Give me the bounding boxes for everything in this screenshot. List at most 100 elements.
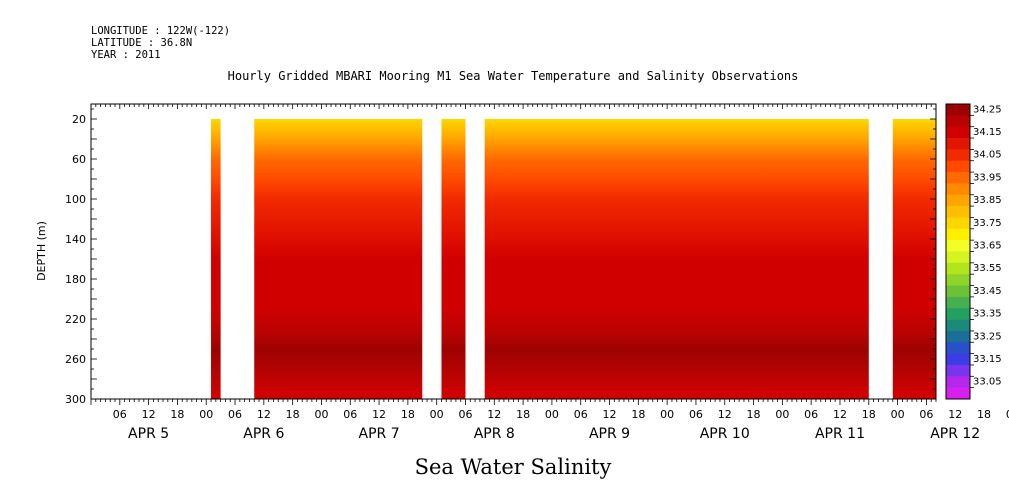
x-hour-tick-label: 12 bbox=[142, 408, 156, 421]
y-tick-label: 180 bbox=[65, 273, 86, 286]
colorbar-swatch bbox=[946, 387, 970, 400]
bottom-title: Sea Water Salinity bbox=[414, 455, 612, 479]
x-hour-tick-label: 12 bbox=[487, 408, 501, 421]
x-hour-tick-label: 12 bbox=[948, 408, 962, 421]
colorbar-swatch bbox=[946, 251, 970, 264]
axes: 06 12 18 00 06 12 18 00 06 12 18 00 06 12 18 00 06 12 18 00… bbox=[65, 103, 1009, 442]
x-day-label: APR 12 bbox=[930, 426, 980, 442]
colorbar-label: 34.05 bbox=[973, 150, 1002, 161]
salinity-field bbox=[91, 119, 936, 399]
colorbar-swatch bbox=[946, 319, 970, 332]
y-tick-label: 300 bbox=[65, 393, 86, 406]
x-hour-tick-label: 12 bbox=[718, 408, 732, 421]
x-hour-tick-label: 18 bbox=[170, 408, 184, 421]
x-hour-tick-label: 00 bbox=[775, 408, 789, 421]
colorbar-label: 33.65 bbox=[973, 241, 1002, 252]
chart-title: Hourly Gridded MBARI Mooring M1 Sea Wate… bbox=[227, 69, 799, 83]
x-hour-tick-label: 12 bbox=[257, 408, 271, 421]
colorbar-swatch bbox=[946, 330, 970, 343]
x-hour-tick-label: 00 bbox=[314, 408, 328, 421]
x-hour-tick-label: 06 bbox=[689, 408, 703, 421]
colorbar-label: 33.55 bbox=[973, 263, 1002, 274]
x-hour-tick-label: 12 bbox=[372, 408, 386, 421]
colorbar: 34.25 34.15 34.05 33.95 33.85 33.75 33.65 33.55… bbox=[945, 103, 1002, 400]
colorbar-label: 33.75 bbox=[973, 218, 1002, 229]
colorbar-label: 34.25 bbox=[973, 104, 1002, 115]
colorbar-swatch bbox=[946, 149, 970, 162]
x-hour-tick-label: 00 bbox=[891, 408, 905, 421]
colorbar-label: 33.85 bbox=[973, 195, 1002, 206]
x-day-label: APR 11 bbox=[815, 426, 865, 442]
colorbar-swatch bbox=[946, 308, 970, 320]
metadata-block: LONGITUDE : 122W(-122) LATITUDE : 36.8N … bbox=[91, 25, 230, 61]
x-hour-tick-label: 12 bbox=[833, 408, 847, 421]
x-hour-tick-label: 06 bbox=[574, 408, 588, 421]
x-day-label: APR 9 bbox=[589, 426, 630, 442]
x-hour-tick-label: 18 bbox=[401, 408, 415, 421]
x-hour-tick-label: 18 bbox=[516, 408, 530, 421]
colorbar-label: 33.15 bbox=[973, 354, 1002, 365]
colorbar-swatch bbox=[946, 172, 970, 184]
colorbar-label: 33.45 bbox=[973, 286, 1002, 297]
x-hour-tick-label: 06 bbox=[228, 408, 242, 421]
x-day-label: APR 10 bbox=[700, 426, 750, 442]
x-hour-tick-label: 18 bbox=[631, 408, 645, 421]
colorbar-swatch bbox=[946, 353, 970, 366]
longitude-label: LONGITUDE : 122W(-122) bbox=[91, 25, 231, 37]
colorbar-swatch bbox=[946, 285, 970, 298]
colorbar-swatch bbox=[946, 228, 970, 241]
data-gap bbox=[91, 104, 212, 399]
colorbar-swatch bbox=[946, 126, 970, 139]
x-hour-tick-label: 06 bbox=[113, 408, 127, 421]
data-gap bbox=[465, 104, 485, 399]
x-hour-tick-label: 00 bbox=[199, 408, 213, 421]
y-tick-label: 60 bbox=[72, 153, 86, 166]
plot-area bbox=[91, 104, 936, 399]
x-hour-tick-label: 06 bbox=[804, 408, 818, 421]
x-day-label: APR 7 bbox=[359, 426, 400, 442]
x-day-label: APR 6 bbox=[243, 426, 284, 442]
x-hour-tick-label: 06 bbox=[343, 408, 357, 421]
x-hour-tick-label: 00 bbox=[660, 408, 674, 421]
colorbar-label: 33.95 bbox=[973, 172, 1002, 183]
colorbar-label: 33.25 bbox=[973, 331, 1002, 342]
colorbar-swatch bbox=[946, 240, 970, 252]
colorbar-swatch bbox=[946, 206, 970, 218]
colorbar-swatch bbox=[946, 342, 970, 354]
y-tick-label: 260 bbox=[65, 353, 86, 366]
x-hour-tick-label: 18 bbox=[747, 408, 761, 421]
colorbar-swatch bbox=[946, 115, 970, 127]
colorbar-swatch bbox=[946, 296, 970, 309]
colorbar-swatch bbox=[946, 376, 970, 388]
year-label: YEAR : 2011 bbox=[91, 49, 161, 61]
x-hour-tick-label: 00 bbox=[1006, 408, 1009, 421]
colorbar-swatch bbox=[946, 138, 970, 150]
x-hour-tick-label: 00 bbox=[545, 408, 559, 421]
data-gap bbox=[422, 104, 442, 399]
data-gap bbox=[220, 104, 255, 399]
colorbar-label: 33.05 bbox=[973, 377, 1002, 388]
colorbar-label: 33.35 bbox=[973, 309, 1002, 320]
x-hour-tick-label: 06 bbox=[458, 408, 472, 421]
y-tick-label: 100 bbox=[65, 193, 86, 206]
x-hour-tick-label: 12 bbox=[603, 408, 617, 421]
x-day-label: APR 5 bbox=[128, 426, 169, 442]
x-hour-tick-label: 00 bbox=[430, 408, 444, 421]
colorbar-swatch bbox=[946, 217, 970, 230]
x-hour-tick-label: 18 bbox=[286, 408, 300, 421]
latitude-label: LATITUDE : 36.8N bbox=[91, 37, 193, 49]
colorbar-swatch bbox=[946, 183, 970, 196]
colorbar-swatch bbox=[946, 364, 970, 377]
x-day-label: APR 8 bbox=[474, 426, 515, 442]
colorbar-swatch bbox=[946, 262, 970, 275]
y-axis-label: DEPTH (m) bbox=[35, 221, 48, 281]
colorbar-label: 34.15 bbox=[973, 127, 1002, 138]
salinity-chart: 06 12 18 00 06 12 18 00 06 12 18 00 06 12 18 00 06 12 18 00… bbox=[35, 103, 1009, 442]
colorbar-swatch bbox=[946, 104, 970, 116]
colorbar-swatch bbox=[946, 194, 970, 207]
y-tick-label: 20 bbox=[72, 113, 86, 126]
data-gap bbox=[868, 104, 893, 399]
y-tick-label: 140 bbox=[65, 233, 86, 246]
x-hour-tick-label: 18 bbox=[862, 408, 876, 421]
x-hour-tick-label: 18 bbox=[977, 408, 991, 421]
